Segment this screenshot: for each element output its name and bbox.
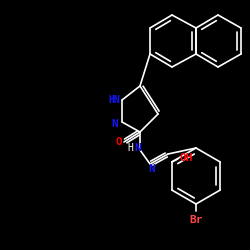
Text: H: H bbox=[127, 143, 133, 153]
Text: N: N bbox=[111, 119, 118, 129]
Text: O: O bbox=[115, 137, 122, 147]
Text: OH: OH bbox=[179, 153, 192, 163]
Text: N: N bbox=[134, 143, 141, 153]
Text: HN: HN bbox=[108, 95, 120, 105]
Text: Br: Br bbox=[189, 215, 203, 225]
Text: N: N bbox=[148, 164, 156, 174]
